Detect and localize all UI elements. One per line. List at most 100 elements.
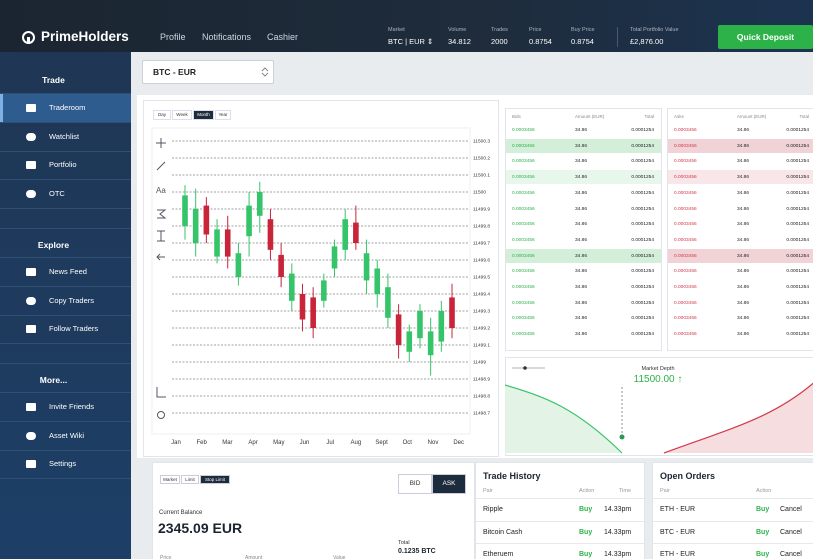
book-cell: 0.0003456 [674,222,697,228]
nav-link[interactable]: Cashier [267,32,299,42]
depth-chart [505,366,813,454]
candle-body [192,209,199,243]
history-cell[interactable]: Buy [579,528,593,536]
sidebar-item[interactable]: Copy Traders [49,295,95,305]
nav-link[interactable]: Profile [160,32,186,42]
tool-text[interactable]: Aa [156,186,166,195]
book-cell: 0.0001254 [786,332,809,338]
range-button[interactable]: Year [215,110,231,120]
y-tick-label: 11499.1 [473,343,490,349]
y-tick-label: 11499.9 [473,207,490,213]
quick-deposit[interactable]: Quick Deposit [718,25,813,49]
y-tick-label: 11500.1 [473,173,490,179]
range-button[interactable]: Day [153,110,171,120]
sidebar-item[interactable]: News Feed [49,267,87,276]
order-cell[interactable]: Cancel [780,551,802,558]
sidebar-item[interactable]: Watchlist [49,131,80,141]
sidebar-item[interactable]: Portfolio [49,160,77,170]
bid-depth-line [505,384,623,454]
stat-value: 0.8754 [529,37,552,46]
sidebar-section-title: More... [39,375,68,385]
order-type-tab[interactable]: Market [160,475,180,484]
x-tick-label: Dec [453,440,464,446]
candle-body [374,268,381,294]
sidebar-item[interactable]: OTC [49,189,65,199]
order-cell[interactable]: Cancel [780,528,802,536]
x-tick-label: Sept [375,440,388,446]
depth-cursor-dot [619,434,625,440]
candle-body [256,192,263,216]
bid-depth-area [505,385,622,453]
sidebar-item[interactable]: Traderoom [49,103,86,112]
trade-history-panel [475,462,645,559]
tool-back[interactable] [156,253,165,261]
tool-measure[interactable] [157,230,165,242]
sidebar-separator [0,343,131,345]
y-tick-label: 11499.4 [473,292,490,298]
sidebar-item[interactable]: Settings [49,459,77,469]
tool-ruler[interactable] [156,387,166,398]
book-header: Total [644,114,654,119]
candle-body [353,222,359,243]
side-toggle[interactable]: ASK [432,474,466,494]
sidebar-icon [26,325,36,334]
sidebar-item[interactable]: Asset Wiki [49,430,85,440]
tool-fib[interactable] [157,209,167,219]
book-cell: 34.86 [575,190,588,196]
ask-depth-line [663,382,813,454]
book-row-highlight [506,138,661,153]
history-cell: Ripple [483,506,503,513]
book-cell: 34.86 [737,237,750,243]
range-button[interactable]: Week [172,110,192,120]
book-cell: 0.0003456 [512,237,535,243]
book-cell: 0.0003456 [512,316,535,322]
order-cell: Buy [756,551,770,558]
stat-divider [617,27,618,47]
history-cell[interactable]: Buy [579,506,593,513]
sidebar-separator [0,314,131,316]
toolbar [156,138,167,419]
tool-line[interactable] [156,161,166,171]
order-cell: Buy [756,506,770,513]
range-button[interactable]: Month [193,110,214,120]
order-type-tab[interactable]: Stop Limit [200,475,230,484]
x-tick-label: Nov [428,440,439,446]
y-tick-label: 11499 [473,360,486,366]
side-toggle[interactable]: BID [398,474,432,494]
sidebar-separator [0,257,131,258]
book-cell: 0.0001254 [786,269,809,275]
history-cell[interactable]: Buy [579,551,593,558]
candle-body [395,314,402,345]
sidebar-icon [26,161,36,170]
sidebar-item[interactable]: Follow Traders [49,324,99,334]
sidebar-item[interactable]: Invite Friends [49,402,95,411]
depth-slider-knob[interactable] [523,366,527,370]
book-cell: 34.86 [575,222,588,228]
tool-crosshair[interactable] [156,138,166,148]
candle-body [278,254,284,277]
logo[interactable]: PrimeHolders [41,29,129,44]
nav-link[interactable]: Notifications [202,32,252,42]
sidebar-icon [26,268,36,276]
book-row-highlight [668,170,813,185]
tool-zoom[interactable] [157,411,165,419]
pair-select-text: BTC - EUR [153,67,196,77]
book-cell: 0.0001254 [786,316,809,322]
book-cell: 0.0003456 [674,253,697,259]
history-header: Pair [483,488,493,494]
order-type-tab[interactable]: Limit [181,475,199,484]
x-tick-label: Jan [171,440,181,446]
x-tick-label: Jun [300,440,310,446]
order-cell: Buy [756,528,770,536]
history-cell: 14.33pm [604,551,632,558]
book-cell: 0.0001254 [631,285,654,290]
book-cell: 0.0001254 [631,128,654,133]
candle-body [417,311,423,339]
pair-select[interactable] [142,60,274,84]
book-cell: 34.86 [737,332,750,338]
candle-body [182,195,188,226]
book-cell: 34.86 [737,269,750,275]
book-cell: 0.0003456 [674,285,697,290]
order-cell[interactable]: Cancel [780,506,802,513]
sidebar-active-bg [0,94,131,122]
